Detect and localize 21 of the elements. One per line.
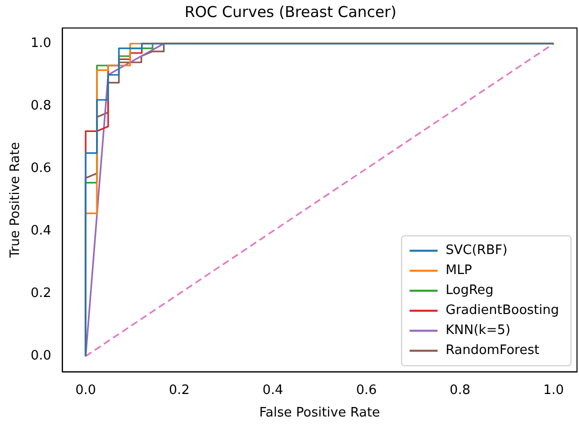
x-tick-label: 0.0 [75, 382, 96, 398]
x-axis-title: False Positive Rate [259, 406, 380, 421]
y-tick-label: 0.6 [30, 161, 52, 176]
y-tick-label: 0.8 [30, 98, 52, 114]
y-tick-label: 0.0 [30, 348, 52, 364]
legend-label: RandomForest [446, 343, 540, 358]
x-tick-label: 1.0 [543, 382, 564, 398]
y-tick-label: 1.0 [30, 36, 52, 51]
legend-label: SVC(RBF) [446, 243, 508, 258]
x-tick-label: 0.6 [356, 382, 377, 398]
y-tick-label: 0.2 [30, 286, 52, 302]
x-tick-label: 0.8 [450, 382, 470, 398]
legend-label: LogReg [446, 283, 494, 298]
x-tick-label: 0.4 [262, 382, 284, 398]
y-tick-label: 0.4 [30, 224, 52, 239]
legend-label: GradientBoosting [446, 303, 560, 318]
chart-title: ROC Curves (Breast Cancer) [184, 2, 396, 21]
x-tick-label: 0.2 [168, 382, 190, 398]
legend-label: MLP [446, 263, 472, 278]
y-axis-title: True Positive Rate [8, 142, 24, 259]
legend-label: KNN(k=5) [446, 323, 510, 338]
